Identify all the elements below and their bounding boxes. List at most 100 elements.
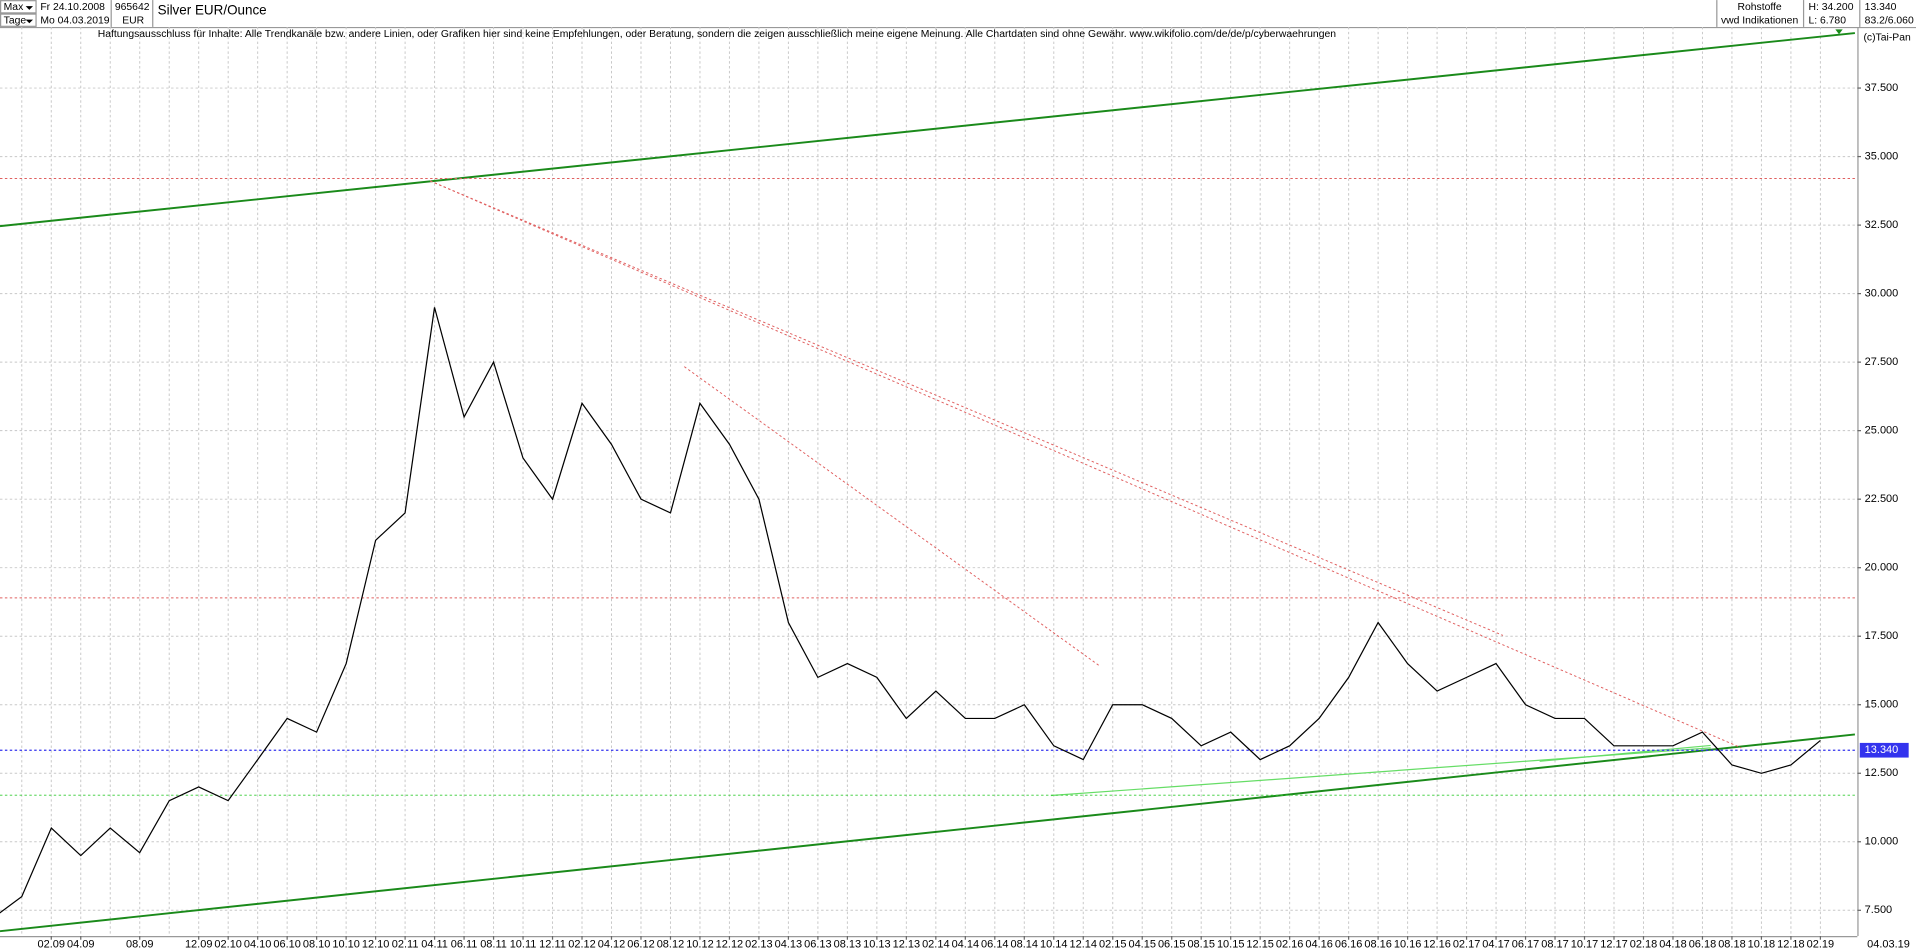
x-tick-label: 12.15 <box>1246 939 1274 951</box>
x-tick-label: 12.09 <box>185 939 213 951</box>
market: Rohstoffe <box>1737 2 1781 13</box>
x-tick-label: 02.18 <box>1630 939 1658 951</box>
x-tick-label: 04.12 <box>598 939 626 951</box>
high: H: 34.200 <box>1808 2 1853 13</box>
x-tick-label: 10.18 <box>1748 939 1776 951</box>
x-tick-label: 06.17 <box>1512 939 1540 951</box>
y-tick-label: 20.000 <box>1865 562 1899 574</box>
x-tick-label: 10.12 <box>686 939 714 951</box>
copyright: (c)Tai-Pan <box>1863 33 1911 44</box>
x-tick-label: 12.11 <box>539 939 566 951</box>
x-tick-label: 02.13 <box>745 939 773 951</box>
x-tick-label: 08.15 <box>1187 939 1215 951</box>
x-tick-label: 02.10 <box>214 939 242 951</box>
y-tick-label: 12.500 <box>1865 767 1899 779</box>
x-tick-label: 06.15 <box>1158 939 1186 951</box>
y-tick-label: 30.000 <box>1865 288 1899 300</box>
x-tick-label: 10.10 <box>332 939 360 951</box>
start-date: Fr 24.10.2008 <box>40 2 105 13</box>
x-tick-label: 08.11 <box>480 939 507 951</box>
x-tick-label: 04.17 <box>1482 939 1510 951</box>
x-tick-label: 02.17 <box>1453 939 1481 951</box>
y-tick-label: 22.500 <box>1865 493 1899 505</box>
x-tick-label: 04.11 <box>421 939 448 951</box>
x-tick-label: 04.13 <box>775 939 803 951</box>
x-tick-label: 10.16 <box>1394 939 1422 951</box>
x-tick-label: 12.14 <box>1070 939 1098 951</box>
x-tick-label: 06.13 <box>804 939 832 951</box>
last-date: 04.03.19 <box>1867 939 1910 951</box>
x-tick-label: 10.11 <box>510 939 537 951</box>
overlays <box>0 29 1858 933</box>
low: L: 6.780 <box>1808 16 1846 27</box>
trend-line <box>0 32 1856 228</box>
x-tick-label: 12.18 <box>1777 939 1805 951</box>
last-price-box <box>1859 742 1909 758</box>
trend-line <box>0 733 1856 933</box>
x-tick-label: 06.14 <box>981 939 1009 951</box>
x-tick-label: 04.18 <box>1659 939 1687 951</box>
x-tick-label: 02.15 <box>1099 939 1127 951</box>
chart-title: Silver EUR/Ounce <box>158 3 267 18</box>
x-tick-label: 10.15 <box>1217 939 1245 951</box>
y-tick-label: 17.500 <box>1865 630 1899 642</box>
period-select[interactable] <box>0 0 37 14</box>
marker <box>1835 29 1843 35</box>
x-tick-label: 08.18 <box>1718 939 1746 951</box>
y-tick-label: 15.000 <box>1865 699 1899 711</box>
last-price-label: 13.340 <box>1865 744 1899 756</box>
x-tick-label: 02.19 <box>1807 939 1835 951</box>
x-tick-label: 04.15 <box>1128 939 1156 951</box>
x-tick-label: 08.17 <box>1541 939 1569 951</box>
x-tick-label: 12.16 <box>1423 939 1451 951</box>
trend-line <box>429 180 1504 636</box>
x-tick-label: 10.14 <box>1040 939 1068 951</box>
x-tick-label: 02.11 <box>392 939 419 951</box>
source: vwd Indikationen <box>1721 16 1799 27</box>
y-tick-label: 10.000 <box>1865 836 1899 848</box>
x-tick-label: 04.10 <box>244 939 271 951</box>
y-tick-label: 32.500 <box>1865 219 1899 231</box>
end-date: Mo 04.03.2019 <box>40 16 109 27</box>
x-tick-label: 06.11 <box>451 939 478 951</box>
x-tick-label: 08.10 <box>303 939 331 951</box>
last: 13.340 <box>1865 2 1897 13</box>
x-tick-label: 06.10 <box>273 939 301 951</box>
x-tick-label: 12.13 <box>893 939 921 951</box>
x-tick-label: 02.14 <box>922 939 950 951</box>
x-tick-label: 06.16 <box>1335 939 1363 951</box>
price-line <box>0 307 1821 914</box>
dropdown-arrows <box>25 6 33 24</box>
y-tick-label: 7.500 <box>1865 904 1893 916</box>
period: Max <box>4 2 24 13</box>
wkn: 965642 <box>115 2 150 13</box>
x-tick-label: 02.12 <box>568 939 596 951</box>
x-tick-label: 10.17 <box>1571 939 1599 951</box>
x-tick-label: 04.09 <box>67 939 95 951</box>
x-tick-label: 04.14 <box>952 939 980 951</box>
x-tick-label: 06.18 <box>1689 939 1717 951</box>
x-tick-label: 04.16 <box>1305 939 1333 951</box>
x-tick-label: 08.16 <box>1364 939 1392 951</box>
trend-line <box>683 366 1101 667</box>
interval: Tage <box>4 16 27 27</box>
x-tick-label: 08.13 <box>834 939 862 951</box>
x-tick-label: 02.09 <box>38 939 66 951</box>
range: 83.2/6.060 <box>1865 16 1914 27</box>
x-tick-label: 10.13 <box>863 939 891 951</box>
x-tick-label: 12.12 <box>716 939 744 951</box>
annotation: Haftungsausschluss für Inhalte: Alle Tre… <box>98 29 1336 40</box>
currency: EUR <box>122 16 144 27</box>
trend-line <box>429 180 1742 749</box>
x-tick-label: 08.12 <box>657 939 685 951</box>
x-tick-label: 06.12 <box>627 939 655 951</box>
x-tick-label: 12.17 <box>1600 939 1628 951</box>
interval-select[interactable] <box>0 13 37 27</box>
trend-line <box>1539 744 1711 762</box>
y-tick-label: 27.500 <box>1865 356 1899 368</box>
x-tick-label: 12.10 <box>362 939 390 951</box>
x-tick-label: 02.16 <box>1276 939 1304 951</box>
